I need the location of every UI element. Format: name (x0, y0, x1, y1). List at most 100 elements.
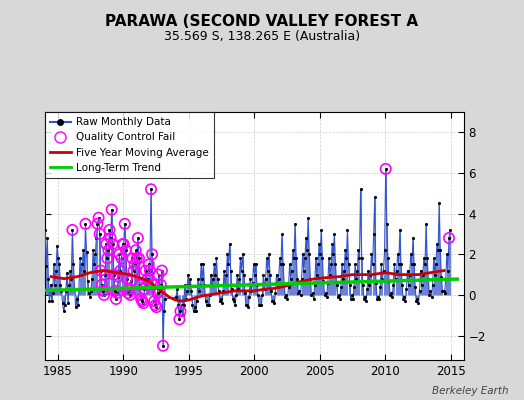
Text: 35.569 S, 138.265 E (Australia): 35.569 S, 138.265 E (Australia) (164, 30, 360, 43)
Point (295, 288, 303, 294)
Point (108, 241, 117, 247)
Point (225, 241, 234, 247)
Point (387, 290, 395, 296)
Point (350, 284, 358, 290)
Point (105, 227, 114, 233)
Point (100, 292, 108, 298)
Point (145, 261, 153, 268)
Point (389, 282, 398, 288)
Point (100, 292, 108, 298)
Point (143, 282, 151, 288)
Point (346, 296, 355, 302)
Point (124, 290, 132, 296)
Point (123, 276, 131, 282)
Point (111, 288, 119, 294)
Point (149, 282, 157, 288)
Point (126, 292, 135, 298)
Point (349, 296, 357, 302)
Point (319, 278, 328, 284)
Point (325, 255, 333, 262)
Point (130, 261, 139, 268)
Point (417, 267, 425, 274)
Point (154, 290, 162, 296)
Point (128, 255, 137, 262)
Point (196, 282, 204, 288)
Point (320, 292, 329, 298)
Point (380, 247, 389, 254)
Point (338, 261, 346, 268)
Point (445, 235, 453, 241)
Point (157, 282, 165, 288)
Point (430, 255, 438, 262)
Point (283, 296, 292, 302)
Point (219, 288, 227, 294)
Point (80, 267, 89, 274)
Point (344, 261, 353, 268)
Point (310, 296, 318, 302)
Point (224, 261, 233, 268)
Point (59, 308, 68, 314)
Point (122, 247, 130, 254)
Point (76, 255, 84, 262)
Point (429, 282, 437, 288)
Point (308, 290, 316, 296)
Point (119, 241, 128, 247)
Text: PARAWA (SECOND VALLEY FOREST A: PARAWA (SECOND VALLEY FOREST A (105, 14, 419, 29)
Point (145, 261, 153, 268)
Point (259, 272, 268, 278)
Point (241, 290, 249, 296)
Point (433, 241, 441, 247)
Point (363, 286, 372, 292)
Point (313, 272, 321, 278)
Point (257, 302, 266, 308)
Point (361, 294, 369, 300)
Point (212, 255, 221, 262)
Point (206, 292, 214, 298)
Point (253, 282, 261, 288)
Point (160, 308, 168, 314)
Point (161, 296, 169, 302)
Point (132, 247, 140, 254)
Point (265, 251, 273, 258)
Point (146, 267, 154, 274)
Point (364, 267, 373, 274)
Point (321, 290, 330, 296)
Point (155, 272, 163, 278)
Point (428, 294, 436, 300)
Point (289, 247, 297, 254)
Point (144, 276, 152, 282)
Point (408, 261, 416, 268)
Point (237, 267, 246, 274)
Point (182, 296, 190, 302)
Point (133, 255, 141, 262)
Point (88, 276, 96, 282)
Point (51, 282, 59, 288)
Point (375, 296, 384, 302)
Point (138, 298, 146, 304)
Point (193, 298, 201, 304)
Point (374, 294, 382, 300)
Point (341, 247, 350, 254)
Point (138, 298, 146, 304)
Point (256, 302, 264, 308)
Point (135, 255, 143, 262)
Point (247, 288, 256, 294)
Point (70, 286, 79, 292)
Point (94, 214, 103, 221)
Point (105, 227, 114, 233)
Point (437, 274, 445, 280)
Point (79, 247, 88, 254)
Point (186, 276, 194, 282)
Point (97, 282, 106, 288)
Point (185, 282, 193, 288)
Point (184, 272, 192, 278)
Point (340, 267, 348, 274)
Point (102, 241, 111, 247)
Point (252, 261, 260, 268)
Point (143, 282, 151, 288)
Point (117, 255, 126, 262)
Point (172, 294, 180, 300)
Point (249, 261, 258, 268)
Point (72, 296, 81, 302)
Point (222, 272, 231, 278)
